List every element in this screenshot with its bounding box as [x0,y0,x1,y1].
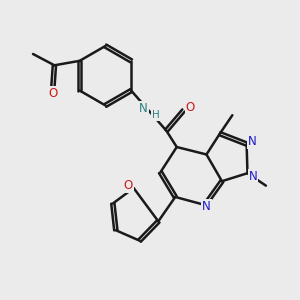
Text: O: O [124,179,133,192]
Text: N: N [202,200,211,213]
Text: N: N [139,102,148,115]
Text: O: O [48,87,58,100]
Text: H: H [152,110,160,120]
Text: O: O [185,101,195,114]
Text: N: N [248,135,256,148]
Text: N: N [248,170,257,183]
